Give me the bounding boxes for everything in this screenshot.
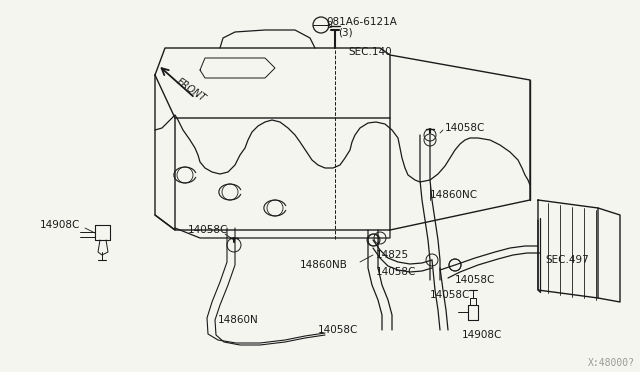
Text: 14825: 14825 [376, 250, 409, 260]
Text: 14908C: 14908C [462, 330, 502, 340]
Text: 14058C: 14058C [455, 275, 495, 285]
Text: 14860NC: 14860NC [430, 190, 478, 200]
Text: 14058C: 14058C [445, 123, 485, 133]
Text: 14058C: 14058C [188, 225, 228, 235]
Text: SEC.497: SEC.497 [545, 255, 589, 265]
Text: B: B [326, 20, 332, 29]
Text: X:48000?: X:48000? [588, 358, 635, 368]
Text: 081A6-6121A: 081A6-6121A [326, 17, 397, 27]
Text: 14860NB: 14860NB [300, 260, 348, 270]
Text: 14860N: 14860N [218, 315, 259, 325]
Text: FRONT: FRONT [175, 76, 208, 104]
Text: SEC.140: SEC.140 [348, 47, 392, 57]
Text: 14058C: 14058C [430, 290, 470, 300]
Text: 14058C: 14058C [376, 267, 417, 277]
Text: 14058C: 14058C [318, 325, 358, 335]
Text: 14908C: 14908C [40, 220, 81, 230]
Text: (3): (3) [338, 27, 353, 37]
